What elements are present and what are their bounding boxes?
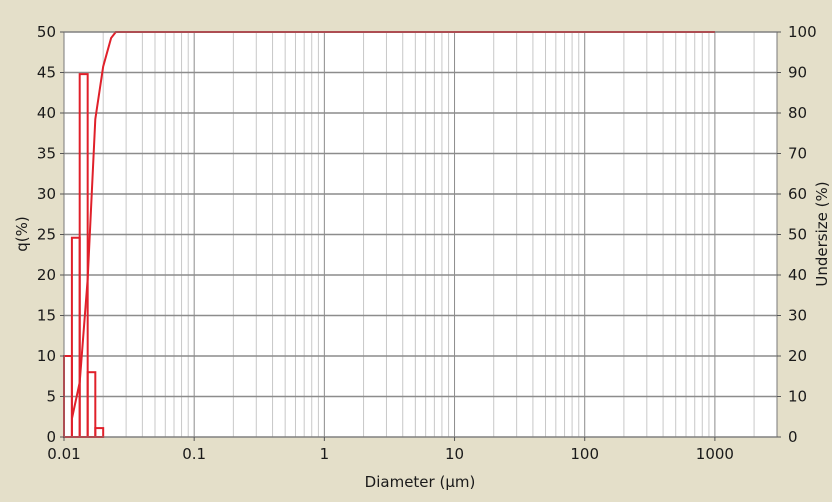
y2-tick-label: 60 [788,185,807,203]
y2-tick-label: 50 [788,226,807,244]
y2-tick-label: 90 [788,64,807,82]
y2-tick-label: 10 [788,388,807,406]
y2-tick-label: 30 [788,307,807,325]
left-y-axis-label: q(%) [13,216,31,251]
y-tick-label: 15 [37,307,56,325]
right-y-axis-ticks: 0 10 20 30 40 50 60 70 80 90 100 [777,23,817,446]
y-tick-label: 50 [37,23,56,41]
y-tick-label: 10 [37,347,56,365]
y-tick-label: 25 [37,226,56,244]
y2-tick-label: 40 [788,266,807,284]
x-tick-label: 1000 [696,445,734,463]
y2-tick-label: 0 [788,428,798,446]
y-tick-label: 35 [37,145,56,163]
x-axis-ticks: 0.01 0.1 1 10 100 1000 [47,437,734,463]
y-tick-label: 40 [37,104,56,122]
y2-tick-label: 70 [788,145,807,163]
left-y-axis-ticks: 0 5 10 15 20 25 30 35 40 45 50 [37,23,64,446]
x-tick-label: 1 [320,445,330,463]
y-tick-label: 30 [37,185,56,203]
y-tick-label: 20 [37,266,56,284]
x-tick-label: 0.1 [182,445,206,463]
x-tick-label: 10 [445,445,464,463]
y2-tick-label: 20 [788,347,807,365]
y-tick-label: 45 [37,64,56,82]
x-tick-label: 0.01 [47,445,80,463]
y2-tick-label: 80 [788,104,807,122]
x-tick-label: 100 [570,445,599,463]
y2-tick-label: 100 [788,23,817,41]
y-tick-label: 0 [46,428,56,446]
right-y-axis-label: Undersize (%) [813,181,831,286]
x-axis-label: Diameter (µm) [365,473,476,491]
y-tick-label: 5 [46,388,56,406]
cumulative-undersize-line [70,31,715,419]
